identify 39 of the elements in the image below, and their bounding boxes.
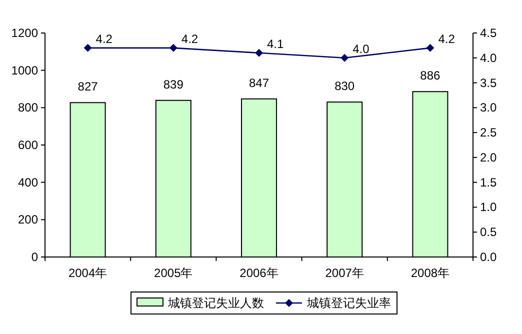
data-label: 4.0 bbox=[352, 42, 370, 56]
x-tick-label: 2008年 bbox=[410, 266, 450, 280]
x-tick-label: 2004年 bbox=[68, 266, 108, 280]
y2-tick-label: 1.5 bbox=[480, 175, 498, 190]
point bbox=[169, 44, 178, 52]
x-tick-label: 2006年 bbox=[240, 266, 278, 280]
y2-tick-label: 2.5 bbox=[480, 126, 498, 140]
legend-label: 城镇登记失业率 bbox=[306, 296, 391, 310]
y2-tick-label: 2.0 bbox=[480, 150, 498, 164]
point bbox=[340, 54, 349, 62]
data-label: 4.2 bbox=[181, 32, 198, 46]
y2-tick-label: 0.0 bbox=[480, 250, 498, 264]
x-tick-label: 2007年 bbox=[325, 266, 364, 280]
point bbox=[255, 48, 263, 57]
data-label: 4.1 bbox=[267, 36, 284, 51]
y-tick-label: 200 bbox=[18, 212, 38, 227]
y-tick-label: 1000 bbox=[11, 63, 38, 78]
y-tick-label: 600 bbox=[18, 138, 38, 152]
data-label: 886 bbox=[420, 68, 441, 83]
y2-tick-label: 0.5 bbox=[480, 225, 498, 240]
data-label: 830 bbox=[334, 79, 355, 94]
y2-tick-label: 4.5 bbox=[480, 26, 498, 40]
x-tick-label: 2005年 bbox=[154, 266, 193, 280]
y2-tick-label: 1.0 bbox=[480, 200, 498, 214]
legend-label: 城镇登记失业人数 bbox=[167, 296, 264, 310]
data-label: 827 bbox=[78, 80, 98, 94]
data-label: 4.2 bbox=[438, 32, 456, 46]
point bbox=[426, 44, 434, 52]
data-label: 4.2 bbox=[96, 32, 113, 46]
point bbox=[84, 44, 92, 52]
data-label: 839 bbox=[163, 77, 184, 92]
y-tick-label: 0 bbox=[31, 250, 38, 264]
y2-tick-label: 3.5 bbox=[480, 76, 498, 90]
y-tick-label: 400 bbox=[18, 175, 38, 190]
y-tick-label: 800 bbox=[18, 100, 38, 115]
y2-tick-label: 4.0 bbox=[480, 50, 498, 65]
y-tick-label: 1200 bbox=[11, 26, 38, 40]
data-label: 847 bbox=[248, 76, 270, 90]
y2-tick-label: 3.0 bbox=[480, 100, 498, 115]
